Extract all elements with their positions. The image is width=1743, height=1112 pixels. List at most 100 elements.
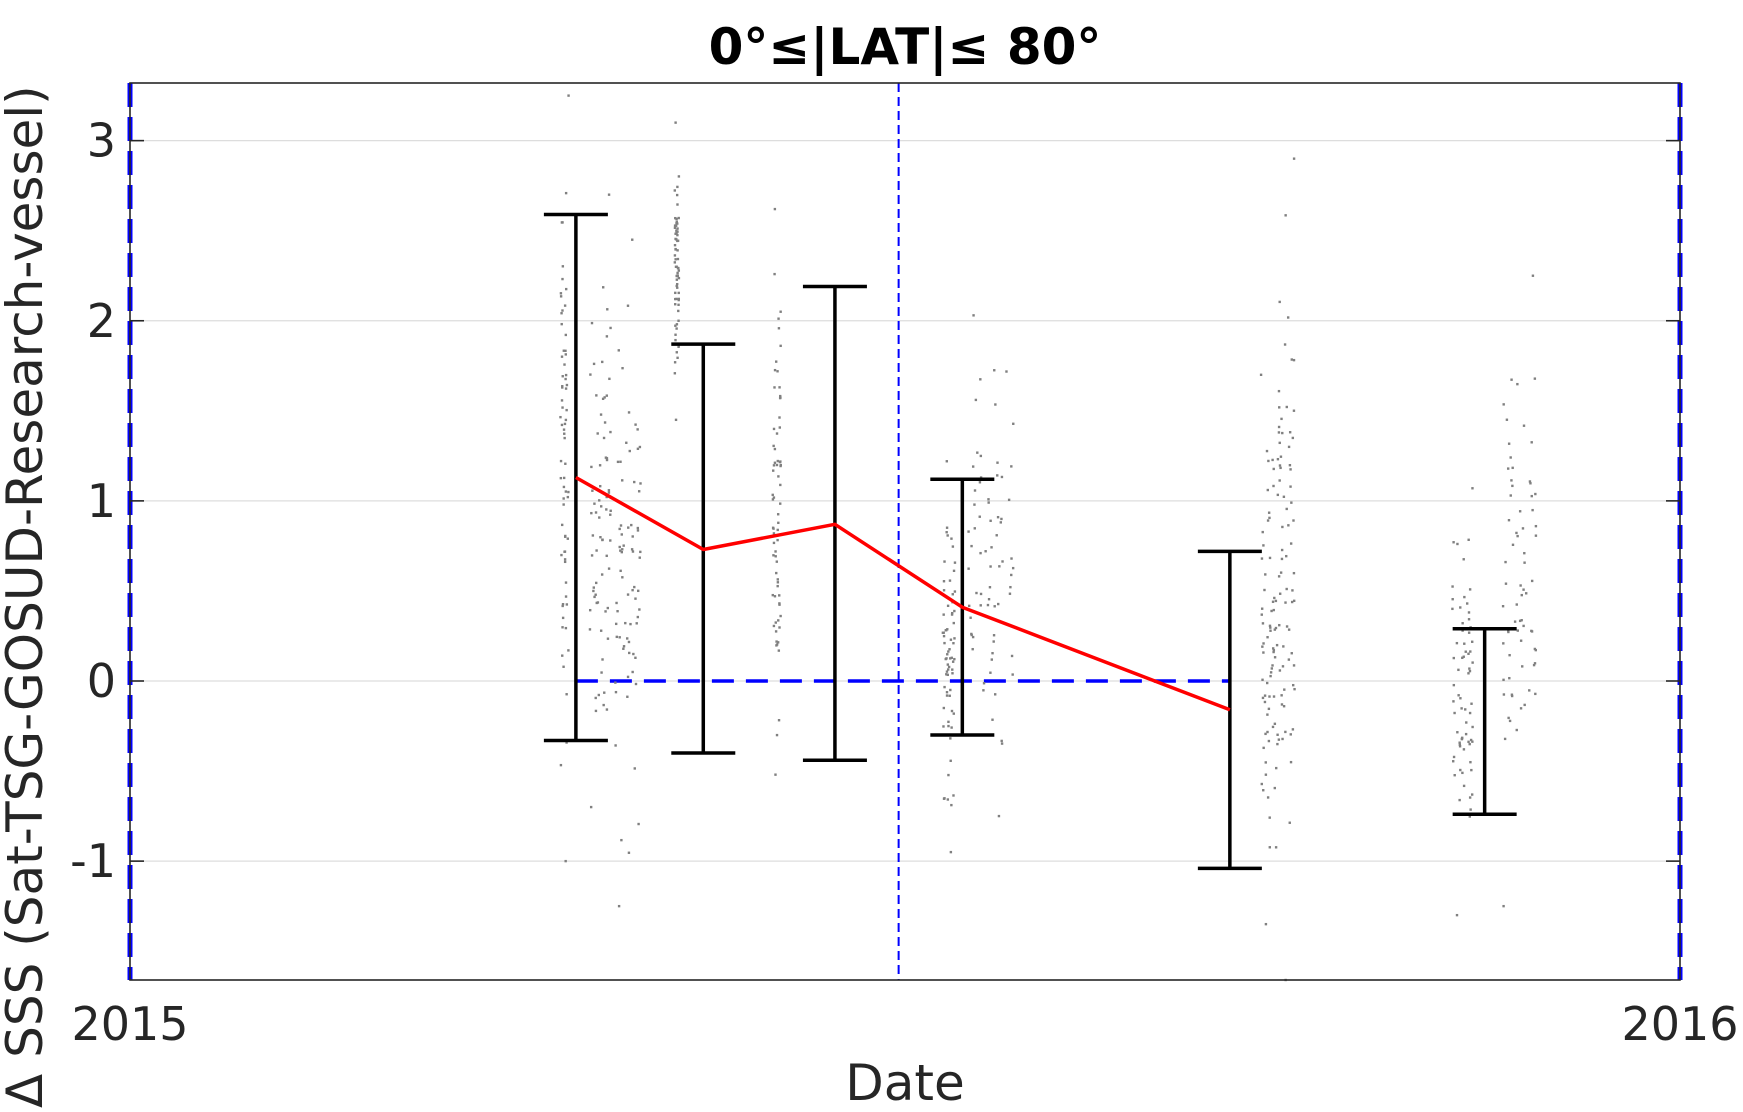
scatter-point — [605, 457, 609, 460]
scatter-point — [943, 641, 946, 645]
scatter-point — [1271, 664, 1274, 667]
scatter-point — [1501, 605, 1505, 608]
scatter-point — [677, 309, 680, 313]
scatter-point — [1534, 692, 1537, 696]
scatter-point — [777, 317, 780, 320]
scatter-point — [597, 693, 601, 697]
y-tick-label-0: -1 — [70, 834, 116, 888]
scatter-point — [638, 608, 641, 611]
scatter-point — [674, 303, 677, 306]
scatter-point — [773, 386, 776, 389]
scatter-point — [951, 660, 955, 663]
scatter-point — [778, 416, 781, 419]
scatter-point — [1530, 630, 1534, 633]
scatter-point — [1525, 592, 1528, 595]
scatter-point — [1284, 730, 1287, 734]
scatter-point — [605, 335, 609, 338]
scatter-point — [598, 464, 602, 467]
scatter-point — [1260, 557, 1264, 560]
scatter-point — [591, 489, 594, 492]
scatter-point — [1272, 467, 1275, 471]
scatter-point — [1290, 501, 1293, 504]
scatter-point — [559, 476, 563, 480]
scatter-point — [1507, 518, 1511, 522]
scatter-point — [776, 584, 779, 588]
scatter-point — [988, 586, 992, 589]
scatter-point — [1288, 463, 1292, 467]
scatter-point — [1468, 742, 1471, 746]
scatter-point — [952, 794, 955, 797]
scatter-point — [1261, 622, 1265, 625]
scatter-point — [633, 767, 636, 770]
scatter-point — [563, 436, 566, 440]
scatter-point — [1462, 558, 1465, 561]
scatter-point — [1289, 485, 1292, 488]
scatter-point — [1005, 370, 1008, 373]
scatter-point — [1276, 493, 1280, 497]
scatter-point — [1529, 482, 1532, 485]
scatter-point — [1460, 707, 1463, 710]
scatter-point — [1277, 425, 1281, 429]
scatter-point — [982, 689, 985, 692]
scatter-point — [771, 593, 774, 597]
scatter-point — [1274, 599, 1278, 603]
scatter-point — [1521, 527, 1525, 530]
scatter-point — [1465, 602, 1469, 605]
scatter-point — [622, 645, 626, 648]
scatter-point — [1268, 695, 1271, 698]
scatter-point — [1263, 588, 1266, 592]
scatter-point — [592, 589, 595, 593]
chart-title: 0°≤|LAT|≤ 80° — [709, 18, 1102, 76]
scatter-point — [1287, 658, 1291, 661]
scatter-point — [1291, 436, 1295, 440]
scatter-point — [674, 333, 677, 336]
error-bars — [543, 212, 1517, 871]
scatter-point — [1471, 661, 1474, 664]
scatter-point — [615, 635, 618, 639]
scatter-point — [607, 491, 611, 494]
scatter-point — [774, 550, 777, 553]
scatter-point — [1289, 468, 1292, 471]
scatter-point — [627, 851, 631, 854]
scatter-point — [1528, 689, 1531, 692]
scatter-point — [1502, 642, 1505, 645]
scatter-point — [631, 670, 634, 674]
scatter-point — [1458, 745, 1462, 748]
scatter-point — [1273, 786, 1277, 790]
scatter-point — [950, 726, 953, 729]
scatter-point — [949, 638, 953, 641]
scatter-point — [675, 282, 679, 286]
scatter-point — [560, 355, 564, 358]
scatter-point — [630, 548, 634, 551]
scatter-point — [1272, 649, 1276, 652]
scatter-point — [997, 602, 1000, 606]
scatter-point — [564, 373, 568, 377]
scatter-point — [774, 773, 777, 776]
scatter-point — [677, 216, 680, 220]
scatter-point — [1452, 541, 1455, 544]
scatter-point — [1532, 663, 1536, 667]
scatter-point — [1520, 593, 1523, 597]
scatter-point — [1270, 667, 1274, 670]
scatter-point — [1291, 683, 1295, 687]
scatter-point — [1268, 556, 1272, 560]
scatter-point — [950, 613, 954, 616]
scatter-point — [1000, 517, 1003, 521]
scatter-point — [590, 321, 594, 325]
scatter-point — [636, 447, 640, 451]
scatter-point — [1509, 494, 1512, 497]
scatter-point — [608, 377, 611, 381]
scatter-point — [621, 366, 624, 370]
scatter-point — [636, 529, 640, 532]
scatter-point — [601, 658, 604, 661]
scatter-point — [1515, 531, 1518, 535]
scatter-point — [607, 567, 611, 570]
scatter-point — [561, 603, 565, 606]
scatter-point — [998, 565, 1001, 568]
scatter-point — [1262, 544, 1265, 547]
x-tick-label-0: 2015 — [71, 997, 188, 1051]
scatter-point — [676, 222, 679, 225]
scatter-point — [1275, 643, 1279, 647]
scatter-point — [772, 541, 776, 545]
scatter-point — [614, 690, 618, 694]
